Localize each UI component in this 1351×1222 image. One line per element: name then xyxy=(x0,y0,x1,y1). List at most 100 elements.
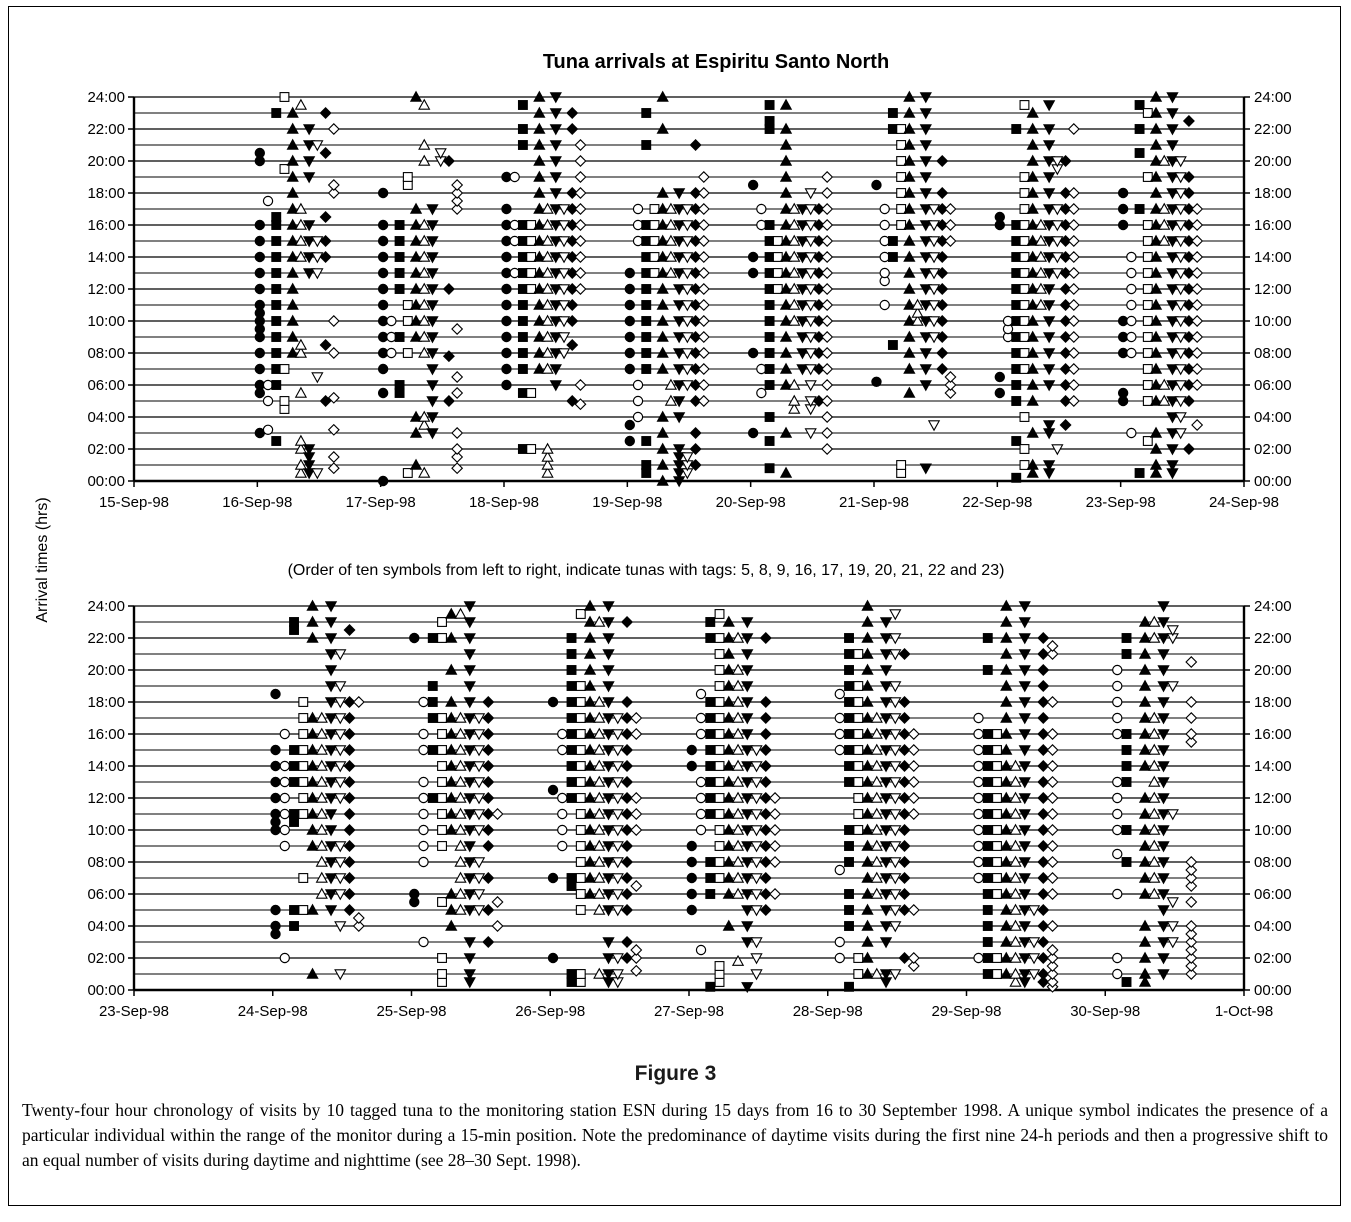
data-point-tag-20 xyxy=(919,268,932,280)
data-point-tag-22 xyxy=(621,936,634,948)
data-point-tag-21 xyxy=(557,268,571,280)
data-point-tag-19 xyxy=(1034,282,1048,294)
data-point-tag-8 xyxy=(386,331,397,343)
data-point-tag-17 xyxy=(1026,314,1039,326)
data-point-tag-17 xyxy=(1149,186,1163,198)
data-point-tag-21 xyxy=(681,452,694,464)
y-tick-label: 20:00 xyxy=(1254,662,1292,679)
data-point-tag-16 xyxy=(526,220,537,230)
y-tick-label: 00:00 xyxy=(1254,982,1292,999)
y-tick-label: 02:00 xyxy=(87,950,125,967)
data-point-tag-20 xyxy=(426,332,439,344)
data-point-tag-19 xyxy=(593,615,606,627)
data-point-tag-21 xyxy=(889,697,902,709)
data-point-tag-20 xyxy=(1157,841,1170,853)
data-point-tag-21 xyxy=(472,825,486,837)
data-point-tag-19 xyxy=(1148,775,1161,787)
data-point-tag-16 xyxy=(714,873,725,883)
data-point-tag-20 xyxy=(879,857,893,869)
data-point-tag-22 xyxy=(898,904,911,916)
data-point-tag-22 xyxy=(1182,299,1195,311)
data-point-tag-8 xyxy=(509,267,520,279)
data-point-tag-17 xyxy=(722,871,735,883)
chart-note: (Order of ten symbols from left to right… xyxy=(288,562,1005,579)
data-point-tag-16 xyxy=(649,220,660,230)
data-point-tag-21 xyxy=(750,777,763,789)
data-point-tag-23 xyxy=(1067,331,1080,343)
data-point-tag-20 xyxy=(672,348,686,360)
data-point-tag-19 xyxy=(788,266,801,278)
data-point-tag-9 xyxy=(705,873,716,883)
data-point-tag-17 xyxy=(286,202,299,214)
data-point-tag-20 xyxy=(1018,713,1031,725)
data-point-tag-16 xyxy=(1142,268,1153,278)
data-point-tag-9 xyxy=(517,124,528,134)
data-point-tag-17 xyxy=(445,695,458,707)
data-point-tag-22 xyxy=(936,363,949,375)
data-point-tag-19 xyxy=(593,855,606,867)
data-point-tag-23 xyxy=(630,944,643,956)
data-point-tag-20 xyxy=(1042,172,1056,184)
data-point-tag-23 xyxy=(630,712,643,724)
data-point-tag-17 xyxy=(656,266,669,278)
data-point-tag-9 xyxy=(982,809,993,819)
data-point-tag-9 xyxy=(705,617,716,627)
data-point-tag-19 xyxy=(541,218,554,230)
data-point-tag-20 xyxy=(602,825,615,837)
data-point-tag-16 xyxy=(575,969,586,979)
data-point-tag-20 xyxy=(1018,953,1031,965)
data-point-tag-17 xyxy=(861,759,874,771)
data-point-tag-5 xyxy=(377,475,389,487)
data-point-tag-20 xyxy=(741,982,754,994)
data-point-tag-21 xyxy=(472,745,486,757)
data-point-tag-23 xyxy=(1185,736,1198,748)
data-point-tag-9 xyxy=(641,268,652,278)
data-point-tag-17 xyxy=(583,695,597,707)
data-point-tag-20 xyxy=(1157,601,1170,613)
data-point-tag-5 xyxy=(747,251,759,263)
data-point-tag-20 xyxy=(1042,124,1056,136)
data-point-tag-20 xyxy=(1018,841,1031,853)
data-point-tag-21 xyxy=(611,953,624,965)
data-point-tag-23 xyxy=(1191,331,1204,343)
data-point-tag-19 xyxy=(593,759,606,771)
data-point-tag-20 xyxy=(463,633,476,645)
data-point-tag-9 xyxy=(705,697,716,707)
data-point-tag-20 xyxy=(602,841,615,853)
data-point-tag-20 xyxy=(1166,172,1179,184)
data-point-tag-23 xyxy=(1067,379,1080,391)
data-point-tag-16 xyxy=(298,761,309,771)
data-point-tag-20 xyxy=(549,220,562,232)
data-point-tag-9 xyxy=(844,857,854,867)
data-point-tag-21 xyxy=(750,857,763,869)
data-point-tag-22 xyxy=(689,235,702,247)
y-tick-label: 20:00 xyxy=(87,153,125,170)
data-point-tag-17 xyxy=(656,410,669,422)
data-point-tag-17 xyxy=(583,855,597,867)
data-point-tag-16 xyxy=(402,468,413,478)
data-point-tag-9 xyxy=(705,857,716,867)
data-point-tag-19 xyxy=(1009,935,1022,947)
data-point-tag-22 xyxy=(689,395,702,407)
data-point-tag-5 xyxy=(270,792,281,804)
data-point-tag-21 xyxy=(804,252,817,264)
data-point-tag-16 xyxy=(896,204,907,214)
data-point-tag-17 xyxy=(1026,154,1039,166)
data-point-tag-23 xyxy=(1046,840,1059,852)
data-point-tag-23 xyxy=(821,171,834,183)
data-point-tag-17 xyxy=(1149,106,1163,118)
data-point-tag-8 xyxy=(418,856,429,868)
data-point-tag-17 xyxy=(656,442,669,454)
data-point-tag-16 xyxy=(1142,332,1153,342)
y-tick-label: 22:00 xyxy=(1254,121,1292,138)
data-point-tag-16 xyxy=(714,649,725,659)
data-point-tag-16 xyxy=(992,873,1002,883)
data-point-tag-22 xyxy=(319,211,332,223)
data-point-tag-21 xyxy=(557,284,571,296)
data-point-tag-20 xyxy=(796,268,809,280)
data-point-tag-17 xyxy=(1138,791,1152,803)
data-point-tag-23 xyxy=(907,808,920,820)
data-point-tag-17 xyxy=(1149,378,1163,390)
data-point-tag-16 xyxy=(649,252,660,262)
data-point-tag-20 xyxy=(463,729,476,741)
